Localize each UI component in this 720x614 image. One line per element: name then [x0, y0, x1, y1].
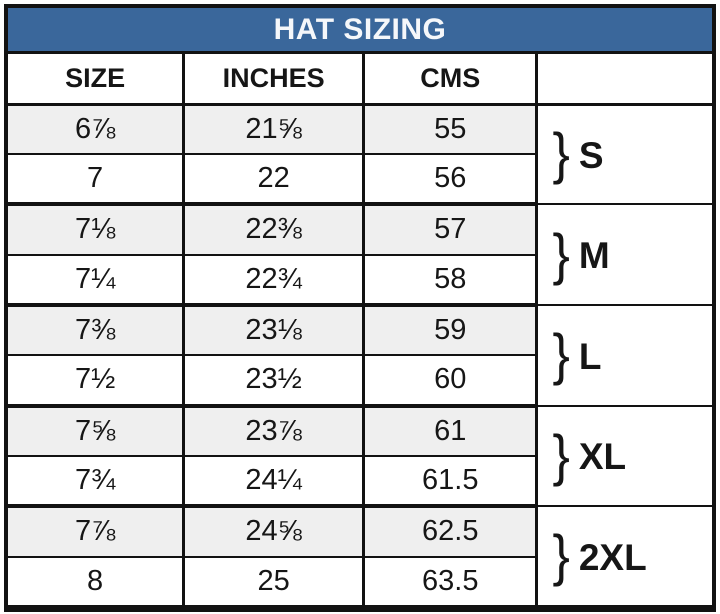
group-cell-2xl: } 2XL — [535, 506, 714, 610]
group-label: XL — [578, 436, 627, 478]
size-cell: 7¾ — [6, 455, 184, 509]
inches-cell: 21⅝ — [182, 104, 364, 155]
table-row: 7⅜ 23⅛ 59 } L — [6, 304, 714, 407]
brace-glyph: } — [552, 123, 570, 186]
table-row: 7¼ 22¾ 58 — [6, 254, 714, 307]
cms-cell: 62.5 — [362, 506, 537, 558]
cms-cell: 60 — [362, 355, 537, 408]
inches-cell: 23⅞ — [182, 405, 364, 457]
inches-cell: 24⅝ — [182, 506, 364, 558]
inches-cell: 25 — [182, 556, 364, 610]
inches-cell: 24¼ — [182, 455, 364, 509]
size-cell: 7½ — [6, 355, 184, 408]
group-cell-xl: } XL — [535, 405, 714, 508]
inches-cell: 23½ — [182, 355, 364, 408]
header-size: SIZE — [6, 52, 184, 106]
header-cms: CMS — [362, 52, 537, 106]
cms-cell: 55 — [362, 104, 537, 155]
size-cell: 7¼ — [6, 254, 184, 307]
size-cell: 7⅜ — [6, 304, 184, 357]
group-label: 2XL — [578, 536, 647, 578]
size-cell: 7⅛ — [6, 204, 184, 256]
brace-glyph: } — [552, 424, 570, 488]
brace-glyph: } — [552, 323, 570, 387]
group-cell-s: } S — [535, 104, 714, 206]
inches-cell: 23⅛ — [182, 304, 364, 357]
inches-cell: 22¾ — [182, 254, 364, 307]
table-row: 7⅞ 24⅝ 62.5 } 2XL — [6, 506, 714, 610]
inches-cell: 22 — [182, 153, 364, 207]
brace-glyph: } — [552, 223, 570, 286]
inches-cell: 22⅜ — [182, 204, 364, 256]
group-cell-l: } L — [535, 304, 714, 407]
group-cell-m: } M — [535, 204, 714, 306]
cms-cell: 58 — [362, 254, 537, 307]
sizing-table: HAT SIZING SIZE INCHES CMS 6⅞ 21⅝ 55 } S… — [4, 4, 716, 612]
table-row: 7⅛ 22⅜ 57 } M — [6, 204, 714, 306]
group-label: L — [578, 335, 602, 377]
cms-cell: 56 — [362, 153, 537, 207]
table-row: 6⅞ 21⅝ 55 } S — [6, 104, 714, 206]
size-cell: 7 — [6, 153, 184, 207]
cms-cell: 61.5 — [362, 455, 537, 509]
group-label: M — [578, 235, 610, 277]
page-title: HAT SIZING — [6, 6, 714, 55]
size-cell: 7⅝ — [6, 405, 184, 457]
cms-cell: 57 — [362, 204, 537, 256]
header-group — [535, 52, 714, 106]
size-cell: 7⅞ — [6, 506, 184, 558]
cms-cell: 63.5 — [362, 556, 537, 610]
table-row: 7⅝ 23⅞ 61 } XL — [6, 405, 714, 508]
table-row: 8 25 63.5 — [6, 556, 714, 610]
cms-cell: 61 — [362, 405, 537, 457]
title-bar: HAT SIZING — [6, 6, 714, 55]
size-cell: 8 — [6, 556, 184, 610]
table-row: 7½ 23½ 60 — [6, 355, 714, 408]
table-row: 7¾ 24¼ 61.5 — [6, 455, 714, 509]
column-header-row: SIZE INCHES CMS — [6, 52, 714, 106]
header-inches: INCHES — [182, 52, 364, 106]
brace-glyph: } — [552, 524, 570, 588]
cms-cell: 59 — [362, 304, 537, 357]
table-row: 7 22 56 — [6, 153, 714, 207]
group-label: S — [578, 134, 604, 176]
size-cell: 6⅞ — [6, 104, 184, 155]
